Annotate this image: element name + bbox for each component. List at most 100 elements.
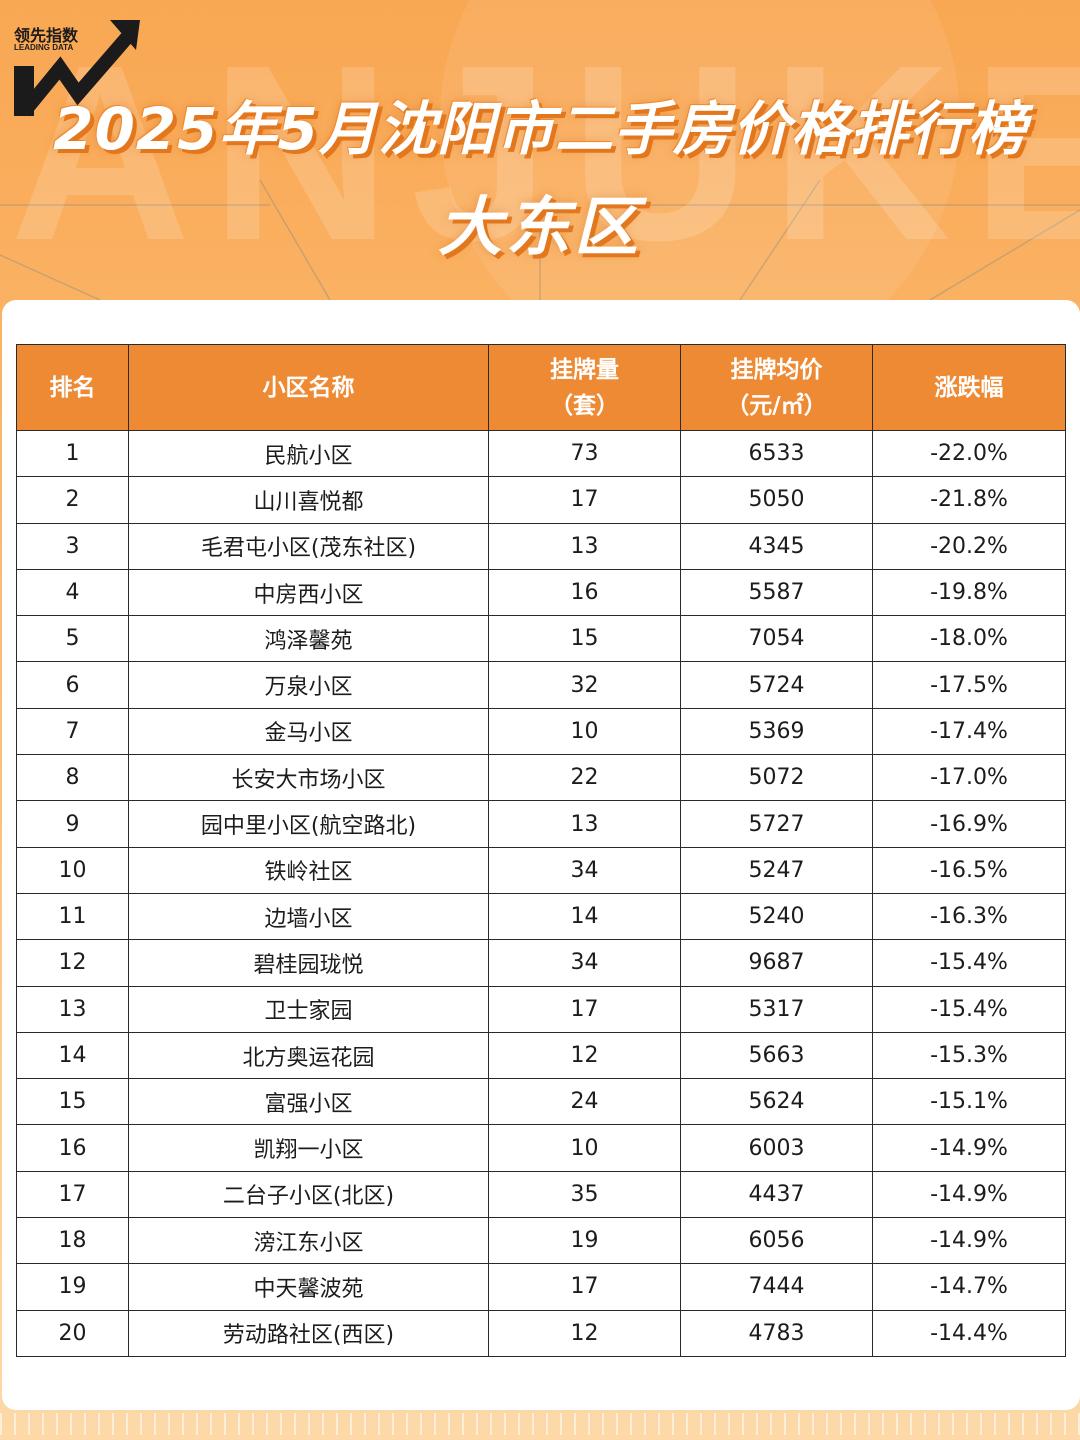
cell-name: 长安大市场小区 <box>128 754 489 802</box>
cell-change: -15.1% <box>872 1078 1066 1126</box>
cell-change: -14.4% <box>872 1309 1066 1357</box>
cell-name: 滂江东小区 <box>128 1217 489 1265</box>
cell-price: 5624 <box>680 1078 873 1126</box>
header-rank: 排名 <box>16 344 129 431</box>
cell-listings: 22 <box>488 754 681 802</box>
cell-listings: 35 <box>488 1170 681 1219</box>
cell-listings: 17 <box>488 985 681 1033</box>
cell-rank: 5 <box>16 615 129 663</box>
cell-name: 万泉小区 <box>128 661 489 709</box>
cell-name: 鸿泽馨苑 <box>128 615 489 663</box>
cell-price: 5050 <box>680 476 873 524</box>
cell-price: 6056 <box>680 1217 873 1265</box>
cell-rank: 16 <box>16 1124 129 1172</box>
table-row: 20 劳动路社区(西区) 12 4783 -14.4% <box>16 1309 1066 1357</box>
header-listings-line1: 挂牌量 <box>550 356 619 383</box>
table-row: 19 中天馨波苑 17 7444 -14.7% <box>16 1263 1066 1311</box>
cell-rank: 15 <box>16 1078 129 1126</box>
cell-price: 4783 <box>680 1309 873 1357</box>
table-row: 18 滂江东小区 19 6056 -14.9% <box>16 1217 1066 1265</box>
table-row: 5 鸿泽馨苑 15 7054 -18.0% <box>16 615 1066 663</box>
table-row: 17 二台子小区(北区) 35 4437 -14.9% <box>16 1170 1066 1219</box>
cell-change: -17.5% <box>872 661 1066 709</box>
table-row: 16 凯翔一小区 10 6003 -14.9% <box>16 1124 1066 1172</box>
cell-change: -17.0% <box>872 754 1066 802</box>
cell-price: 4345 <box>680 522 873 570</box>
cell-rank: 10 <box>16 846 129 894</box>
cell-name: 中天馨波苑 <box>128 1263 489 1311</box>
cell-name: 金马小区 <box>128 707 489 756</box>
cell-rank: 18 <box>16 1217 129 1265</box>
bottom-decoration <box>0 1413 1080 1435</box>
logo-graphic <box>14 20 140 117</box>
cell-price: 5072 <box>680 754 873 802</box>
cell-change: -14.9% <box>872 1124 1066 1172</box>
header-price-line2: （元/㎡） <box>726 392 827 419</box>
cell-listings: 32 <box>488 661 681 709</box>
cell-change: -19.8% <box>872 568 1066 617</box>
cell-price: 6533 <box>680 429 873 478</box>
cell-name: 铁岭社区 <box>128 846 489 894</box>
cell-rank: 7 <box>16 707 129 756</box>
header-name: 小区名称 <box>128 344 489 431</box>
header-rank-label: 排名 <box>49 374 96 401</box>
cell-price: 5240 <box>680 892 873 941</box>
cell-name: 富强小区 <box>128 1078 489 1126</box>
header-change: 涨跌幅 <box>872 344 1066 431</box>
cell-name: 凯翔一小区 <box>128 1124 489 1172</box>
table-row: 8 长安大市场小区 22 5072 -17.0% <box>16 754 1066 802</box>
cell-listings: 12 <box>488 1031 681 1080</box>
cell-name: 园中里小区(航空路北) <box>128 800 489 848</box>
cell-change: -22.0% <box>872 429 1066 478</box>
header-listings-line2: （套） <box>550 392 619 419</box>
cell-change: -14.9% <box>872 1170 1066 1219</box>
cell-rank: 8 <box>16 754 129 802</box>
cell-listings: 16 <box>488 568 681 617</box>
cell-rank: 1 <box>16 429 129 478</box>
cell-price: 5369 <box>680 707 873 756</box>
cell-listings: 13 <box>488 522 681 570</box>
cell-price: 4437 <box>680 1170 873 1219</box>
cell-listings: 17 <box>488 1263 681 1311</box>
cell-name: 卫士家园 <box>128 985 489 1033</box>
cell-listings: 17 <box>488 476 681 524</box>
cell-name: 边墙小区 <box>128 892 489 941</box>
brand-watermark: ANJUKE <box>10 13 1080 292</box>
logo-chinese-text: 领先指数 <box>14 26 79 45</box>
table-row: 15 富强小区 24 5624 -15.1% <box>16 1078 1066 1126</box>
district-subtitle: 大东区 <box>438 191 642 265</box>
cell-change: -16.9% <box>872 800 1066 848</box>
cell-price: 5317 <box>680 985 873 1033</box>
table-row: 13 卫士家园 17 5317 -15.4% <box>16 985 1066 1033</box>
cell-listings: 13 <box>488 800 681 848</box>
cell-listings: 34 <box>488 846 681 894</box>
cell-change: -14.9% <box>872 1217 1066 1265</box>
cell-name: 北方奥运花园 <box>128 1031 489 1080</box>
cell-listings: 12 <box>488 1309 681 1357</box>
cell-price: 5727 <box>680 800 873 848</box>
cell-rank: 9 <box>16 800 129 848</box>
cell-listings: 19 <box>488 1217 681 1265</box>
leading-data-logo: 领先指数 LEADING DATA <box>12 16 142 120</box>
logo-english-text: LEADING DATA <box>14 43 74 52</box>
cell-name: 劳动路社区(西区) <box>128 1309 489 1357</box>
table-row: 7 金马小区 10 5369 -17.4% <box>16 707 1066 756</box>
header-listings: 挂牌量 （套） <box>488 344 681 431</box>
header-change-label: 涨跌幅 <box>934 374 1004 401</box>
cell-name: 毛君屯小区(茂东社区) <box>128 522 489 570</box>
cell-price: 5724 <box>680 661 873 709</box>
cell-name: 山川喜悦都 <box>128 476 489 524</box>
cell-price: 7444 <box>680 1263 873 1311</box>
table-row: 10 铁岭社区 34 5247 -16.5% <box>16 846 1066 894</box>
cell-change: -16.5% <box>872 846 1066 894</box>
cell-rank: 20 <box>16 1309 129 1357</box>
header-name-label: 小区名称 <box>262 374 355 401</box>
cell-rank: 3 <box>16 522 129 570</box>
cell-listings: 10 <box>488 1124 681 1172</box>
cell-rank: 4 <box>16 568 129 617</box>
cell-name: 碧桂园珑悦 <box>128 939 489 987</box>
table-body: 1 民航小区 73 6533 -22.0% 2 山川喜悦都 17 5050 -21.8% 3 毛君屯小… <box>16 429 1066 1357</box>
table-row: 6 万泉小区 32 5724 -17.5% <box>16 661 1066 709</box>
cell-change: -17.4% <box>872 707 1066 756</box>
